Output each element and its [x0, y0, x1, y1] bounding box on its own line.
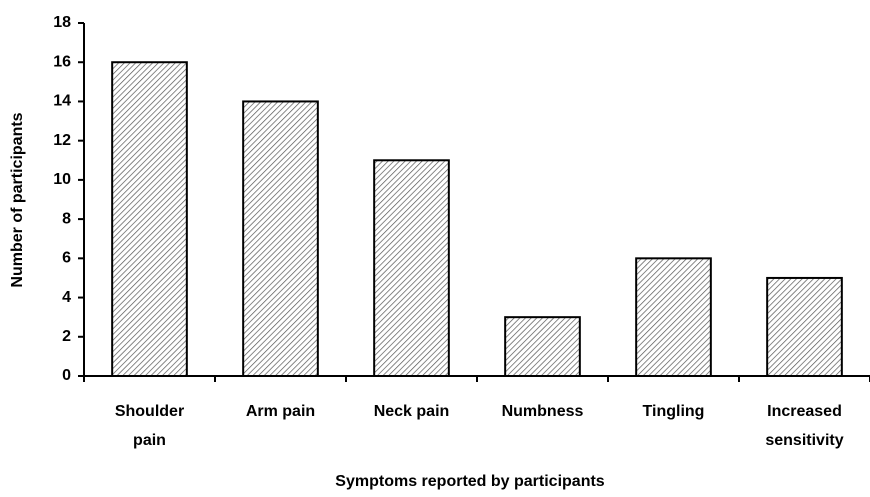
bar: [766, 276, 843, 378]
x-tick-label: Shoulder pain: [114, 403, 185, 449]
y-tick-label: 10: [53, 171, 71, 188]
x-tick-label: Increased sensitivity: [765, 403, 844, 449]
x-axis-title: Symptoms reported by participants: [335, 473, 604, 490]
y-tick-label: 4: [62, 289, 71, 306]
y-tick-label: 8: [62, 210, 71, 227]
bar: [373, 159, 450, 377]
y-tick-label: 16: [53, 53, 71, 70]
x-tick-label: Arm pain: [245, 403, 316, 420]
y-tick-label: 2: [62, 328, 71, 345]
bar: [635, 257, 712, 378]
bar: [504, 316, 581, 377]
bar: [111, 61, 188, 377]
x-tick-label: Neck pain: [373, 403, 450, 420]
y-tick-label: 18: [53, 14, 71, 31]
bar: [242, 100, 319, 377]
x-tick-label: Numbness: [501, 403, 584, 420]
y-tick-label: 12: [53, 132, 71, 149]
y-tick-label: 0: [62, 367, 71, 384]
y-axis-title: Number of participants: [9, 112, 26, 287]
y-tick-label: 6: [62, 250, 71, 267]
x-tick-label: Tingling: [642, 403, 705, 420]
y-tick-label: 14: [53, 93, 71, 110]
